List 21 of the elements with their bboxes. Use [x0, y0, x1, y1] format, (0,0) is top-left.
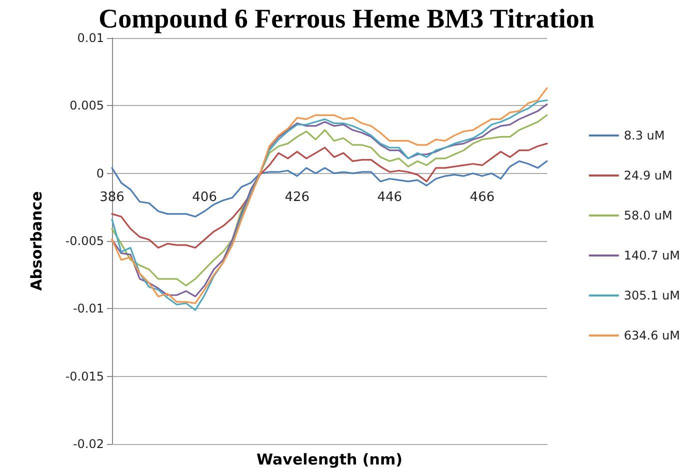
y-axis-title: Absorbance: [28, 191, 46, 291]
y-tick-label: 0: [96, 166, 104, 180]
x-tick-label: 406: [192, 190, 217, 205]
chart-title: Compound 6 Ferrous Heme BM3 Titration: [98, 4, 594, 34]
x-tick-label: 426: [284, 190, 310, 205]
legend-label: 634.6 uM: [624, 328, 680, 342]
y-tick-label: -0.01: [72, 302, 104, 316]
x-tick-label: 446: [377, 190, 402, 205]
y-tick-label: -0.015: [65, 369, 104, 384]
y-tick-label: -0.005: [65, 234, 104, 248]
y-tick-label: 0.01: [77, 31, 104, 45]
x-axis-title: Wavelength (nm): [256, 450, 402, 468]
y-tick-label: 0.005: [70, 98, 104, 113]
legend-label: 140.7 uM: [624, 248, 680, 262]
legend-label: 305.1 uM: [624, 288, 680, 302]
legend-label: 58.0 uM: [624, 208, 672, 222]
x-tick-label: 466: [470, 190, 495, 205]
y-tick-label: -0.02: [72, 437, 104, 451]
legend-label: 8.3 uM: [624, 128, 665, 142]
legend-label: 24.9 uM: [624, 168, 672, 182]
x-tick-label: 386: [100, 190, 124, 205]
